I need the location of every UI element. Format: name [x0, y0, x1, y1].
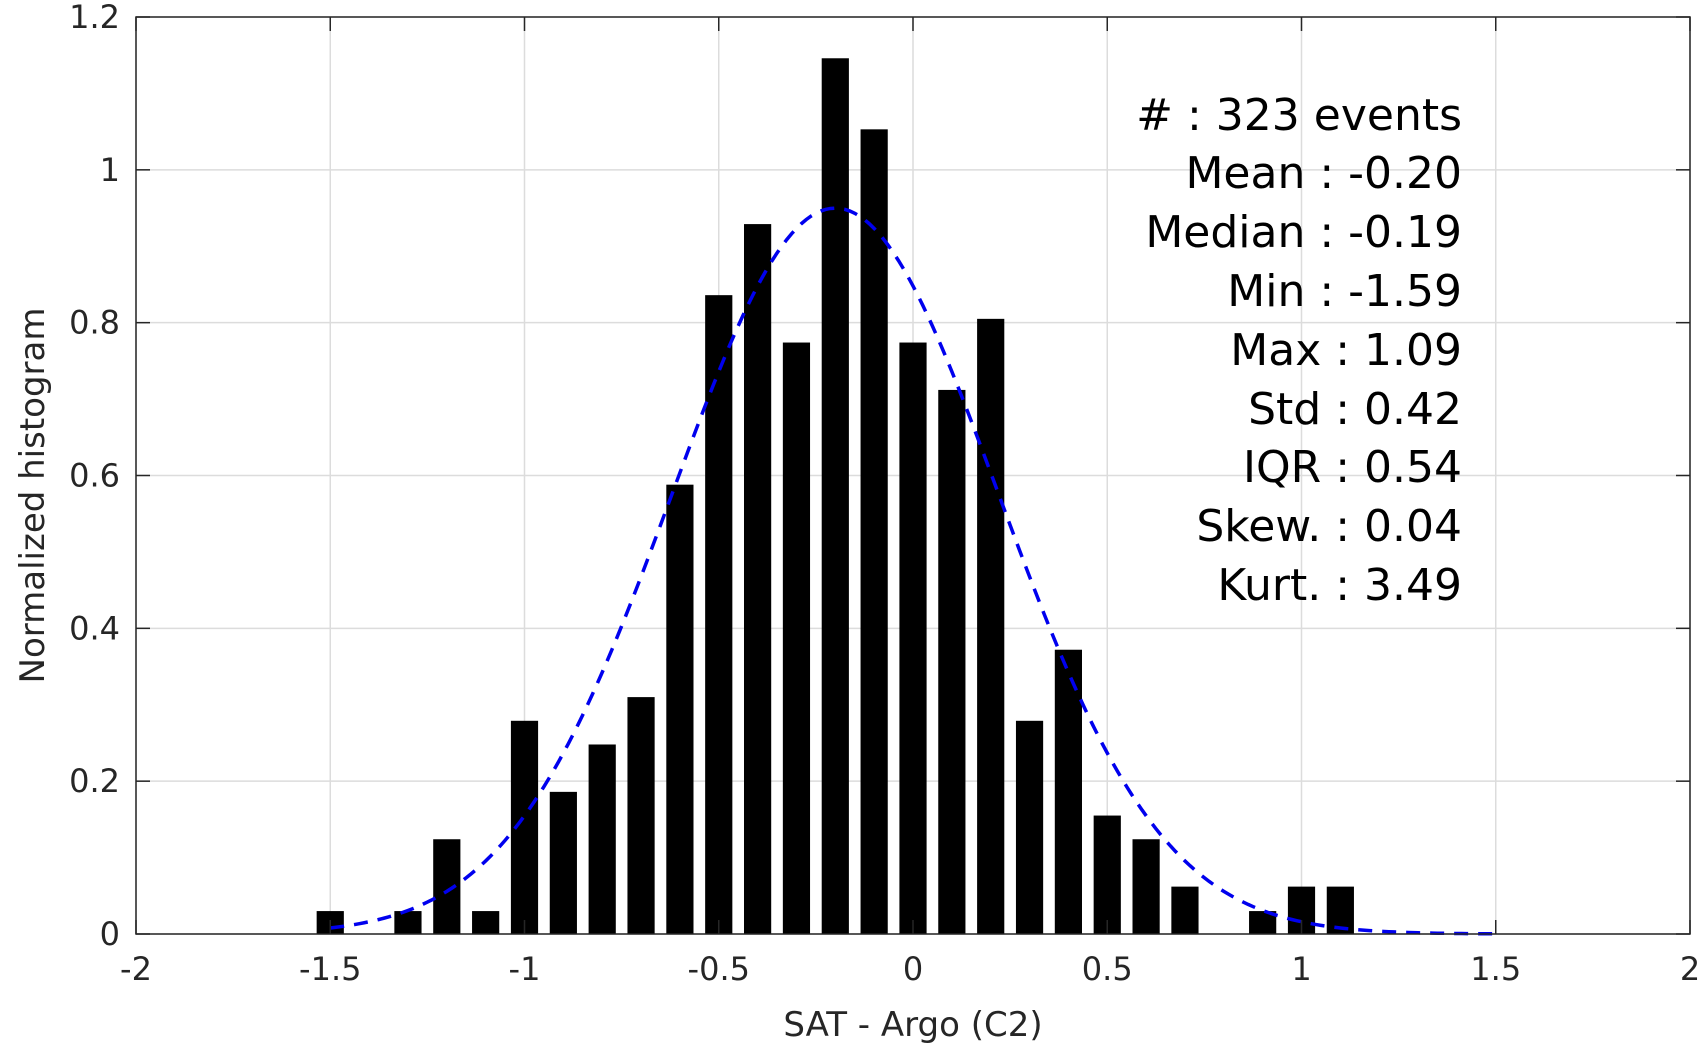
histogram-bar [744, 224, 772, 934]
histogram-bar [899, 342, 927, 934]
histogram-bar [1015, 720, 1044, 934]
axes [135, 16, 1691, 935]
y-tick-label: 1 [100, 151, 120, 189]
x-tick-label: -1.5 [299, 950, 361, 988]
histogram-bar [705, 295, 733, 934]
histogram-bar [860, 129, 888, 934]
histogram-bar [782, 342, 811, 934]
stat-line: Min : -1.59 [1227, 266, 1462, 317]
histogram-bar [821, 58, 849, 934]
stat-line: Mean : -0.20 [1185, 148, 1462, 199]
y-tick-label: 0.6 [69, 457, 120, 495]
histogram-bar [1171, 886, 1199, 934]
stat-line: Skew. : 0.04 [1196, 501, 1462, 552]
y-tick-label: 0.2 [69, 762, 120, 800]
stat-line: Kurt. : 3.49 [1217, 560, 1462, 611]
histogram-bar [1093, 815, 1121, 934]
x-axis-label: SAT - Argo (C2) [783, 1005, 1042, 1045]
x-tick-label: 2 [1680, 950, 1700, 988]
x-tick-label: 0 [903, 950, 923, 988]
y-tick-label: 0 [100, 915, 120, 953]
histogram-bar [977, 318, 1005, 934]
stat-line: Median : -0.19 [1145, 207, 1462, 258]
stat-line: Max : 1.09 [1230, 325, 1462, 376]
histogram-bar [472, 911, 500, 934]
histogram-bar [549, 791, 577, 934]
bars [316, 58, 1354, 934]
stat-line: Std : 0.42 [1248, 384, 1462, 435]
x-tick-label: 1.5 [1470, 950, 1521, 988]
fit-curve [330, 206, 1496, 936]
histogram-bar [627, 697, 655, 934]
histogram-bar [1249, 911, 1277, 934]
histogram-bar [938, 389, 966, 934]
histogram-bar [1326, 886, 1354, 934]
x-tick-label: 1 [1291, 950, 1311, 988]
y-tick-label: 0.4 [69, 609, 120, 647]
plot-frame [135, 16, 1691, 935]
histogram-bar [1054, 649, 1082, 934]
stat-line: # : 323 events [1136, 90, 1462, 141]
y-tick-label: 1.2 [69, 0, 120, 36]
x-tick-label: -0.5 [688, 950, 750, 988]
stat-line: IQR : 0.54 [1243, 442, 1462, 493]
x-tick-label: -2 [120, 950, 152, 988]
y-axis-label: Normalized histogram [13, 308, 53, 684]
x-tick-label: 0.5 [1082, 950, 1133, 988]
stats-box: # : 323 events Mean : -0.20 Median : -0.19… [1136, 90, 1462, 611]
x-tick-label: -1 [509, 950, 541, 988]
histogram-bar [588, 744, 616, 934]
histogram-bar [394, 911, 422, 934]
tick-labels: -2 -1.5 -1 -0.5 0 0.5 1 1.5 2 0 0.2 0.4 0.6 0.8 1 1.2 [69, 0, 1700, 988]
histogram-bar [1132, 839, 1160, 934]
histogram-bar [666, 484, 694, 934]
y-tick-label: 0.8 [69, 304, 120, 342]
